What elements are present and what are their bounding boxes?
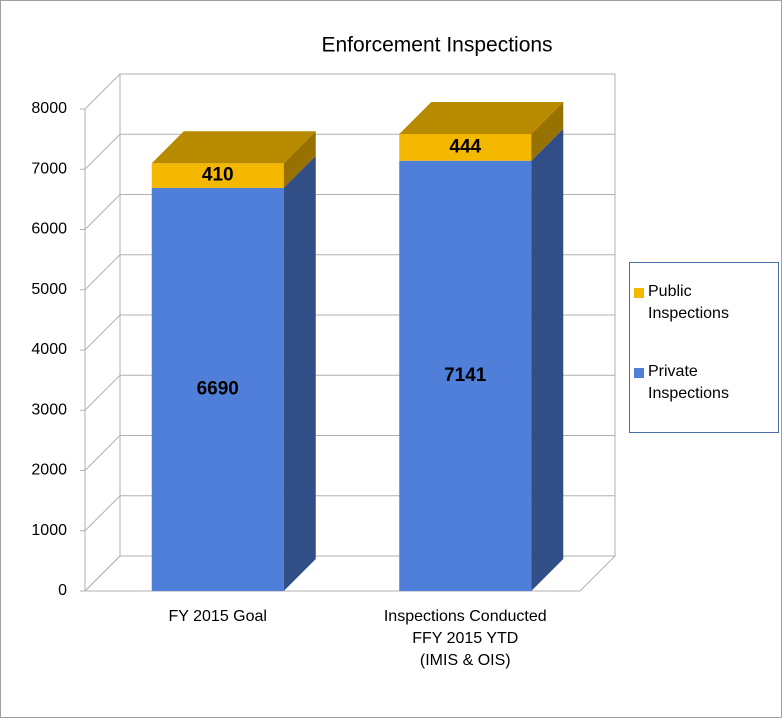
x-tick-label: FFY 2015 YTD	[412, 630, 518, 647]
y-tick-label: 3000	[31, 401, 67, 418]
x-tick-label: FY 2015 Goal	[169, 608, 267, 625]
legend-swatch	[634, 368, 644, 378]
x-tick-label: (IMIS & OIS)	[420, 652, 511, 669]
chart-title: Enforcement Inspections	[321, 34, 552, 57]
data-label: 410	[202, 165, 234, 186]
legend-label: Public Inspections	[648, 283, 729, 322]
x-tick-label: Inspections Conducted	[384, 608, 547, 625]
y-tick-label: 6000	[31, 221, 67, 238]
data-label: 6690	[197, 378, 239, 399]
legend-swatch	[634, 288, 644, 298]
bar-front	[399, 160, 532, 591]
data-label: 444	[449, 136, 481, 157]
bar-top	[399, 102, 564, 135]
bar-side	[531, 128, 564, 591]
bar-top	[151, 131, 316, 164]
bar-front	[151, 187, 284, 592]
legend-label: Private Inspections	[648, 363, 729, 402]
y-tick-label: 4000	[31, 341, 67, 358]
legend: Public Inspections Private Inspections	[629, 262, 779, 433]
y-tick-label: 0	[58, 582, 67, 599]
bar-side	[283, 155, 316, 592]
y-tick-label: 7000	[31, 160, 67, 177]
legend-item: Public Inspections	[634, 281, 768, 325]
y-tick-label: 5000	[31, 281, 67, 298]
data-label: 7141	[444, 365, 487, 386]
y-tick-label: 1000	[31, 522, 67, 539]
legend-item: Private Inspections	[634, 361, 768, 405]
bar-side	[283, 131, 316, 188]
bar-side	[531, 102, 564, 161]
grid-line	[84, 73, 615, 110]
y-tick-label: 2000	[31, 462, 67, 479]
y-tick-label: 8000	[31, 100, 67, 117]
bar-front	[399, 134, 532, 161]
bar-front	[151, 163, 284, 188]
